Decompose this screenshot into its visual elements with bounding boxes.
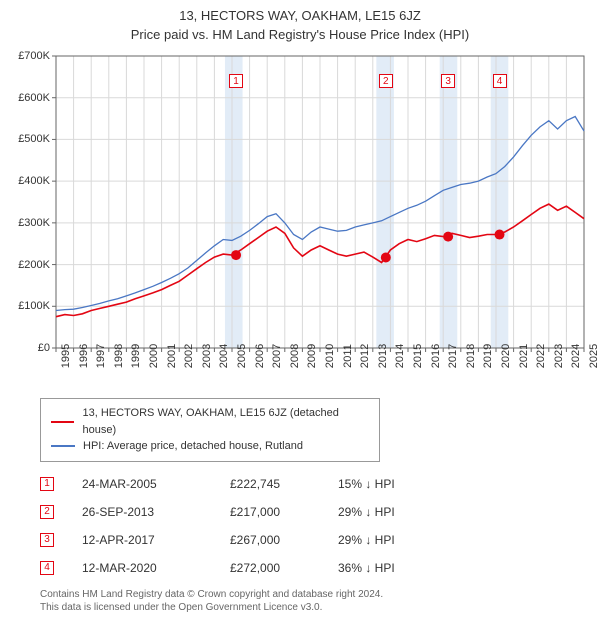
transaction-marker: 3: [40, 533, 54, 547]
transaction-marker: 1: [40, 477, 54, 491]
transaction-row: 2 26-SEP-2013 £217,000 29% ↓ HPI: [40, 498, 590, 526]
legend-swatch: [51, 421, 74, 423]
transaction-delta: 29% ↓ HPI: [338, 533, 428, 547]
legend-item: 13, HECTORS WAY, OAKHAM, LE15 6JZ (detac…: [51, 405, 369, 438]
legend-swatch: [51, 445, 75, 447]
x-tick-label: 2014: [394, 344, 406, 368]
x-tick-label: 2002: [183, 344, 195, 368]
footer-line2: This data is licensed under the Open Gov…: [40, 601, 590, 615]
x-tick-label: 2020: [500, 344, 512, 368]
x-tick-label: 1999: [130, 344, 142, 368]
transaction-date: 24-MAR-2005: [82, 477, 202, 491]
x-tick-label: 2005: [236, 344, 248, 368]
attribution-footer: Contains HM Land Registry data © Crown c…: [40, 588, 590, 615]
chart-area: £0 £100K £200K £300K £400K £500K £600K £700K 19…: [10, 50, 590, 390]
x-tick-label: 2016: [430, 344, 442, 368]
page-subtitle: Price paid vs. HM Land Registry's House …: [10, 27, 590, 42]
x-tick-label: 2000: [148, 344, 160, 368]
y-tick-label: £500K: [10, 133, 50, 145]
transaction-marker: 2: [40, 505, 54, 519]
y-tick-label: £600K: [10, 92, 50, 104]
footer-line1: Contains HM Land Registry data © Crown c…: [40, 588, 590, 602]
transaction-row: 4 12-MAR-2020 £272,000 36% ↓ HPI: [40, 554, 590, 582]
y-tick-label: £200K: [10, 259, 50, 271]
x-tick-label: 2023: [553, 344, 565, 368]
transaction-date: 26-SEP-2013: [82, 505, 202, 519]
x-tick-label: 1995: [60, 344, 72, 368]
chart-marker-4: 4: [493, 74, 507, 88]
chart-container: 13, HECTORS WAY, OAKHAM, LE15 6JZ Price …: [0, 0, 600, 625]
x-tick-label: 2015: [412, 344, 424, 368]
legend-label: HPI: Average price, detached house, Rutl…: [83, 438, 303, 455]
x-tick-label: 2019: [482, 344, 494, 368]
transaction-delta: 36% ↓ HPI: [338, 561, 428, 575]
x-tick-label: 2003: [201, 344, 213, 368]
transaction-date: 12-APR-2017: [82, 533, 202, 547]
transaction-price: £272,000: [230, 561, 310, 575]
x-tick-label: 2022: [535, 344, 547, 368]
line-chart: [10, 50, 590, 390]
x-tick-label: 2009: [306, 344, 318, 368]
x-tick-label: 2010: [324, 344, 336, 368]
x-tick-label: 2004: [218, 344, 230, 368]
chart-marker-3: 3: [441, 74, 455, 88]
x-tick-label: 1997: [95, 344, 107, 368]
transaction-delta: 15% ↓ HPI: [338, 477, 428, 491]
x-tick-label: 2013: [377, 344, 389, 368]
transaction-row: 1 24-MAR-2005 £222,745 15% ↓ HPI: [40, 470, 590, 498]
transaction-row: 3 12-APR-2017 £267,000 29% ↓ HPI: [40, 526, 590, 554]
legend-item: HPI: Average price, detached house, Rutl…: [51, 438, 369, 455]
transaction-price: £222,745: [230, 477, 310, 491]
x-tick-label: 2024: [570, 344, 582, 368]
x-tick-label: 2007: [271, 344, 283, 368]
x-tick-label: 2017: [447, 344, 459, 368]
y-tick-label: £400K: [10, 175, 50, 187]
x-tick-label: 2012: [359, 344, 371, 368]
x-tick-label: 2021: [518, 344, 530, 368]
legend-label: 13, HECTORS WAY, OAKHAM, LE15 6JZ (detac…: [82, 405, 369, 438]
transaction-price: £267,000: [230, 533, 310, 547]
x-tick-label: 2001: [166, 344, 178, 368]
x-tick-label: 2011: [342, 344, 354, 368]
transaction-price: £217,000: [230, 505, 310, 519]
x-tick-label: 2025: [588, 344, 600, 368]
y-tick-label: £0: [10, 342, 50, 354]
transaction-marker: 4: [40, 561, 54, 575]
transaction-delta: 29% ↓ HPI: [338, 505, 428, 519]
x-tick-label: 1996: [78, 344, 90, 368]
chart-marker-1: 1: [229, 74, 243, 88]
legend: 13, HECTORS WAY, OAKHAM, LE15 6JZ (detac…: [40, 398, 380, 462]
transaction-date: 12-MAR-2020: [82, 561, 202, 575]
x-tick-label: 1998: [113, 344, 125, 368]
y-tick-label: £100K: [10, 300, 50, 312]
chart-marker-2: 2: [379, 74, 393, 88]
x-tick-label: 2006: [254, 344, 266, 368]
page-title: 13, HECTORS WAY, OAKHAM, LE15 6JZ: [10, 8, 590, 23]
x-tick-label: 2018: [465, 344, 477, 368]
y-tick-label: £700K: [10, 50, 50, 62]
x-tick-label: 2008: [289, 344, 301, 368]
y-tick-label: £300K: [10, 217, 50, 229]
transactions-table: 1 24-MAR-2005 £222,745 15% ↓ HPI 2 26-SEP-201…: [40, 470, 590, 582]
